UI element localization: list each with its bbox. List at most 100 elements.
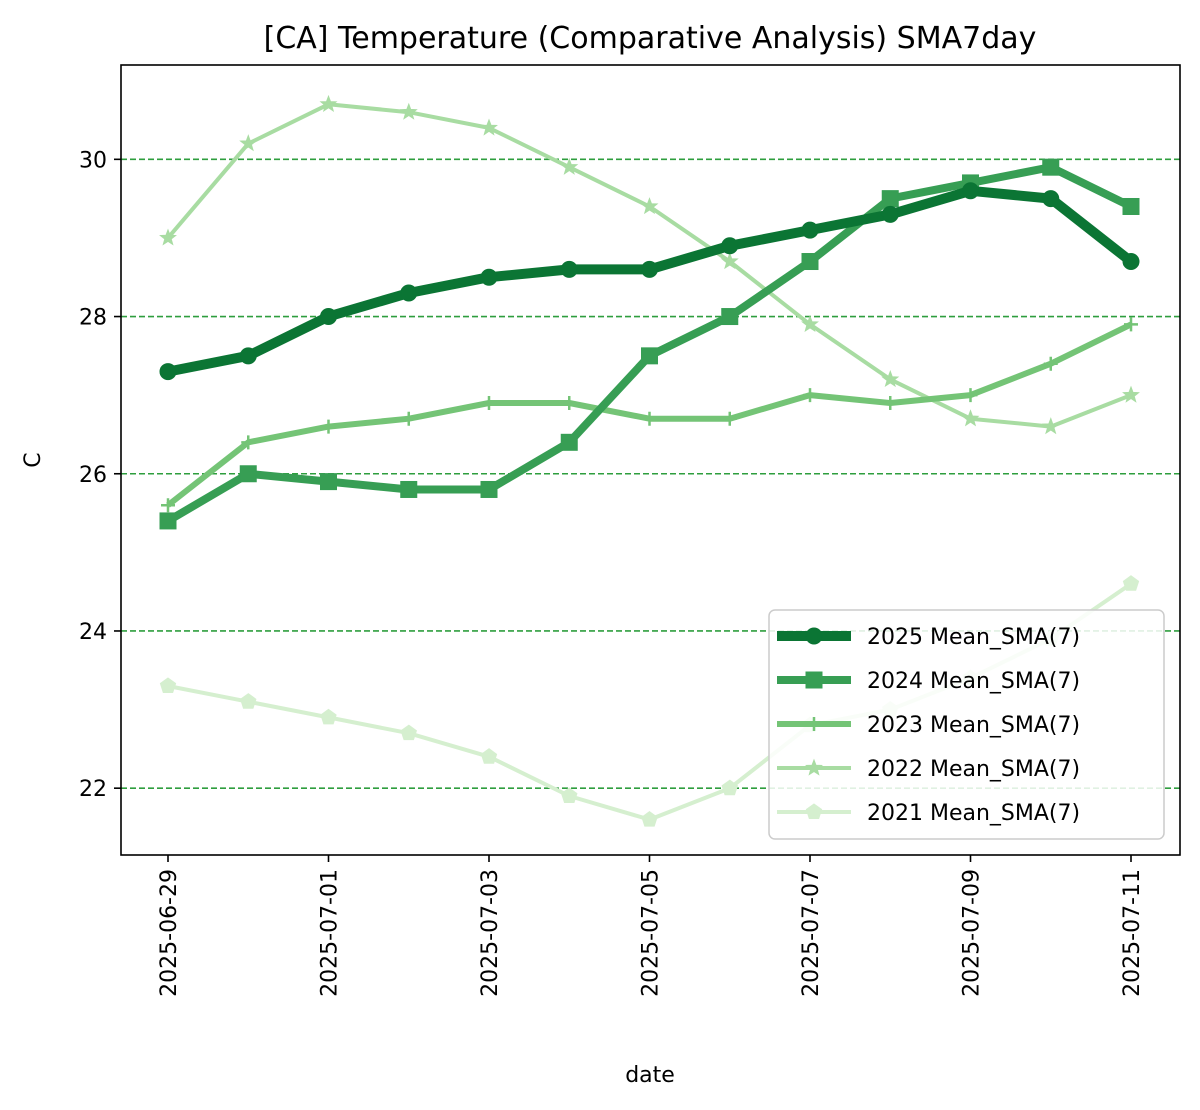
legend-label: 2022 Mean_SMA(7): [867, 757, 1080, 782]
data-point: [881, 369, 900, 388]
chart-title: [CA] Temperature (Comparative Analysis) …: [264, 21, 1037, 56]
legend-entry-2025-mean-sma-7: 2025 Mean_SMA(7): [777, 625, 1080, 650]
data-point: [239, 134, 258, 152]
data-point: [962, 182, 979, 200]
x-tick-label: 2025-06-29: [157, 869, 182, 997]
data-point: [961, 409, 980, 427]
y-tick-label: 22: [79, 777, 107, 802]
data-point: [1122, 385, 1140, 403]
series-2023-mean-sma-7: [161, 317, 1138, 513]
data-point: [320, 473, 337, 491]
data-point: [641, 347, 658, 365]
x-axis-label: date: [625, 1063, 675, 1088]
data-point: [320, 308, 337, 326]
data-point: [240, 693, 257, 709]
legend-entry-2024-mean-sma-7: 2024 Mean_SMA(7): [777, 669, 1080, 694]
data-point: [1124, 317, 1138, 332]
data-point: [159, 228, 177, 246]
data-point: [321, 419, 336, 434]
legend-entry-2023-mean-sma-7: 2023 Mean_SMA(7): [777, 713, 1080, 738]
x-tick-label: 2025-07-11: [1120, 869, 1145, 997]
x-tick-label: 2025-07-01: [318, 869, 343, 997]
data-point: [1042, 158, 1060, 176]
data-point: [803, 388, 817, 403]
data-point: [400, 480, 418, 498]
data-point: [721, 779, 738, 796]
series-line: [167, 185, 1135, 377]
data-point: [1122, 197, 1140, 215]
x-tick-label: 2025-07-07: [799, 869, 824, 997]
data-point: [801, 221, 819, 239]
data-point: [561, 787, 578, 803]
data-point: [881, 205, 899, 223]
y-axis-label: C: [21, 452, 46, 467]
data-point: [560, 157, 579, 175]
data-point: [1122, 253, 1140, 271]
data-point: [161, 498, 175, 513]
data-point: [319, 94, 338, 112]
data-point: [159, 363, 177, 381]
series-2022-mean-sma-7: [159, 94, 1140, 435]
y-tick-label: 28: [79, 306, 107, 331]
data-point: [480, 480, 498, 498]
y-tick-label: 26: [79, 463, 107, 488]
series-2025-mean-sma-7: [159, 182, 1140, 381]
y-axis: 22 24 26 28 30: [79, 148, 121, 802]
data-point: [560, 433, 578, 451]
data-point: [400, 284, 418, 302]
data-point: [641, 260, 658, 278]
data-point: [1122, 575, 1140, 591]
data-point: [801, 314, 819, 333]
data-point: [482, 396, 496, 411]
data-point: [320, 708, 337, 725]
legend-label: 2021 Mean_SMA(7): [867, 801, 1080, 826]
legend-marker: [805, 671, 823, 689]
data-point: [239, 465, 257, 483]
legend-label: 2024 Mean_SMA(7): [867, 669, 1080, 694]
legend-entry-2021-mean-sma-7: 2021 Mean_SMA(7): [777, 801, 1080, 826]
data-point: [480, 268, 498, 286]
x-axis: 2025-06-29 2025-07-01 2025-07-03 2025-07-05…: [157, 855, 1145, 997]
data-point: [159, 512, 177, 530]
data-point: [401, 411, 416, 426]
legend-marker: [807, 717, 821, 731]
data-point: [400, 724, 417, 741]
legend-marker: [805, 803, 823, 819]
x-tick-label: 2025-07-05: [639, 869, 664, 997]
data-point: [562, 396, 577, 411]
data-point: [720, 252, 739, 270]
x-tick-label: 2025-07-03: [478, 869, 503, 997]
data-point: [881, 190, 899, 208]
data-point: [721, 308, 739, 326]
data-point: [480, 118, 498, 136]
series-layer: [159, 94, 1140, 827]
x-tick-label: 2025-07-09: [960, 869, 985, 997]
data-point: [159, 677, 177, 693]
data-point: [480, 748, 498, 764]
data-point: [640, 197, 659, 215]
data-point: [642, 411, 657, 426]
series-line: [165, 163, 1133, 525]
data-point: [722, 411, 737, 426]
data-point: [1041, 417, 1060, 435]
data-point: [560, 260, 578, 278]
legend-label: 2023 Mean_SMA(7): [867, 713, 1080, 738]
legend-marker: [805, 758, 823, 776]
plot-frame: [120, 64, 1181, 856]
data-point: [1042, 190, 1060, 208]
data-point: [239, 347, 257, 365]
legend-entry-2022-mean-sma-7: 2022 Mean_SMA(7): [777, 757, 1080, 782]
legend-box: [768, 609, 1165, 840]
legend-label: 2025 Mean_SMA(7): [867, 625, 1080, 650]
data-point: [721, 237, 739, 255]
data-point: [963, 388, 978, 403]
data-point: [883, 396, 898, 411]
data-point: [1043, 356, 1058, 371]
legend-marker: [805, 627, 823, 645]
y-tick-label: 30: [79, 148, 107, 173]
y-tick-label: 24: [79, 620, 107, 645]
data-point: [241, 435, 256, 450]
data-point: [801, 253, 819, 271]
data-point: [399, 102, 418, 120]
